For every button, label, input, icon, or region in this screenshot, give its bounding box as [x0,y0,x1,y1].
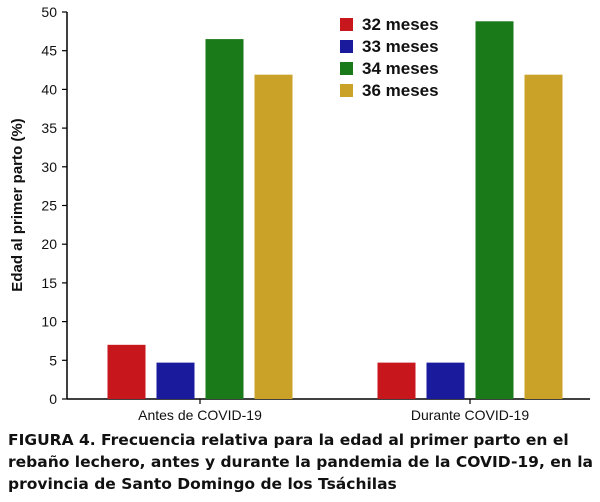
y-tick-label: 45 [41,43,57,59]
legend-label-34-meses: 34 meses [362,59,439,78]
y-tick-label: 15 [41,275,57,291]
bar-34-meses-antes [205,39,244,400]
legend-swatch-34-meses [340,62,353,75]
legend-label-32-meses: 32 meses [362,15,439,34]
legend-swatch-32-meses [340,18,353,31]
legend-swatch-33-meses [340,40,353,53]
legend-label-36-meses: 36 meses [362,81,439,100]
y-tick-label: 30 [41,159,57,175]
y-tick-label: 35 [41,120,57,136]
x-category-label: Antes de COVID-19 [138,407,262,423]
y-tick-label: 20 [41,236,57,252]
x-category-label: Durante COVID-19 [411,407,529,423]
y-axis-label: Edad al primer parto (%) [9,118,26,291]
bar-36-meses-antes [254,74,293,399]
y-tick-label: 0 [49,391,57,407]
bar-chart: 0 5 10 15 20 25 30 35 40 45 50 Antes de COVID-19 Dur… [9,4,590,423]
y-tick-label: 25 [41,198,57,214]
bar-32-meses-durante [377,362,416,399]
y-tick-label: 40 [41,81,57,97]
bar-33-meses-durante [426,362,465,399]
plot-area: 0 5 10 15 20 25 30 35 40 45 50 Antes de COVID-19 Dur… [41,4,590,423]
y-tick-label: 10 [41,314,57,330]
y-tick-label: 5 [49,352,57,368]
bar-34-meses-durante [475,21,514,400]
legend-swatch-36-meses [340,84,353,97]
bar-36-meses-durante [524,74,563,399]
bar-32-meses-antes [107,344,146,399]
bar-33-meses-antes [156,362,195,399]
legend-label-33-meses: 33 meses [362,37,439,56]
y-tick-label: 50 [41,4,57,20]
figure-caption: FIGURA 4. Frecuencia relativa para la ed… [8,431,593,493]
